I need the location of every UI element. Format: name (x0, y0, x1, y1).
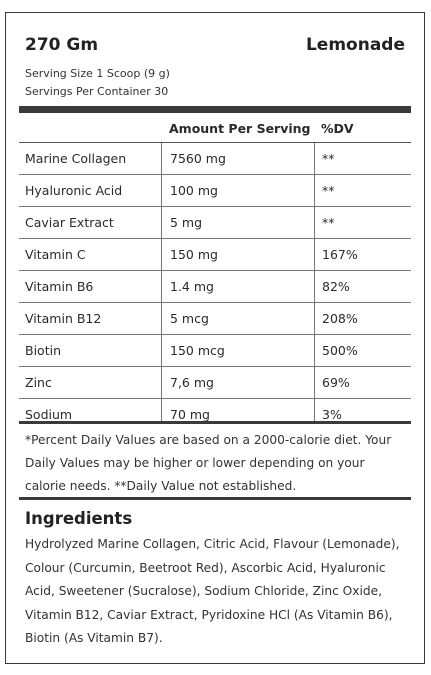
nutrient-name: Vitamin B12 (25, 311, 102, 326)
nutrient-dv: 82% (322, 279, 350, 294)
nutrient-dv: ** (322, 215, 335, 230)
table-row: Biotin 150 mcg 500% (19, 335, 411, 367)
nutrient-dv: 167% (322, 247, 358, 262)
serving-size: Serving Size 1 Scoop (9 g) (25, 67, 170, 80)
thick-divider (19, 106, 411, 113)
column-header-dv: %DV (321, 121, 354, 136)
ingredients-title: Ingredients (25, 509, 133, 528)
servings-per-container: Servings Per Container 30 (25, 85, 169, 98)
nutrient-amount: 5 mcg (170, 311, 209, 326)
nutrient-amount: 70 mg (170, 407, 210, 422)
table-row: Vitamin B12 5 mcg 208% (19, 303, 411, 335)
nutrient-dv: 500% (322, 343, 358, 358)
section-divider (19, 497, 411, 500)
header-divider (19, 142, 411, 143)
nutrient-name: Zinc (25, 375, 52, 390)
table-row: Marine Collagen 7560 mg ** (19, 143, 411, 175)
daily-value-footnote: *Percent Daily Values are based on a 200… (25, 433, 392, 493)
table-row: Sodium 70 mg 3% (19, 399, 411, 430)
nutrient-amount: 100 mg (170, 183, 218, 198)
nutrient-amount: 150 mg (170, 247, 218, 262)
nutrient-amount: 150 mcg (170, 343, 225, 358)
table-row: Hyaluronic Acid 100 mg ** (19, 175, 411, 207)
table-row: Caviar Extract 5 mg ** (19, 207, 411, 239)
ingredients-list: Hydrolyzed Marine Collagen, Citric Acid,… (25, 537, 400, 645)
nutrient-name: Marine Collagen (25, 151, 127, 166)
nutrition-facts-panel: 270 Gm Lemonade Serving Size 1 Scoop (9 … (5, 12, 425, 664)
table-row: Zinc 7,6 mg 69% (19, 367, 411, 399)
panel-inner: 270 Gm Lemonade Serving Size 1 Scoop (9 … (19, 13, 411, 663)
nutrient-dv: ** (322, 151, 335, 166)
nutrient-dv: ** (322, 183, 335, 198)
nutrient-amount: 7560 mg (170, 151, 226, 166)
nutrient-name: Biotin (25, 343, 61, 358)
nutrient-name: Hyaluronic Acid (25, 183, 123, 198)
nutrient-amount: 5 mg (170, 215, 203, 230)
nutrient-name: Vitamin C (25, 247, 86, 262)
column-divider (314, 143, 315, 422)
nutrient-amount: 1.4 mg (170, 279, 214, 294)
table-row: Vitamin C 150 mg 167% (19, 239, 411, 271)
nutrient-dv: 69% (322, 375, 350, 390)
section-divider (19, 421, 411, 424)
nutrient-dv: 208% (322, 311, 358, 326)
table-row: Vitamin B6 1.4 mg 82% (19, 271, 411, 303)
flavour-name: Lemonade (305, 35, 405, 55)
header-row: 270 Gm Lemonade (25, 35, 405, 59)
column-divider (161, 143, 162, 422)
nutrient-name: Caviar Extract (25, 215, 114, 230)
nutrient-name: Vitamin B6 (25, 279, 94, 294)
column-header-amount: Amount Per Serving (169, 121, 311, 136)
net-weight: 270 Gm (25, 35, 99, 55)
nutrient-table: Marine Collagen 7560 mg ** Hyaluronic Ac… (19, 143, 411, 430)
nutrient-amount: 7,6 mg (170, 375, 214, 390)
nutrient-dv: 3% (322, 407, 342, 422)
nutrient-name: Sodium (25, 407, 73, 422)
